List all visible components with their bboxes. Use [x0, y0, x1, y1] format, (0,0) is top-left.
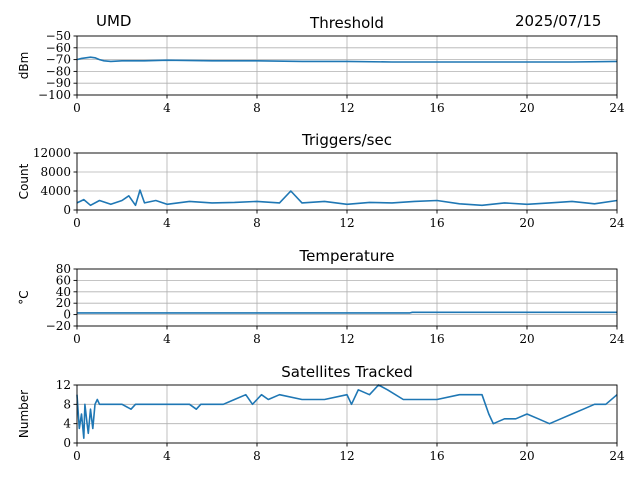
x-tick-label: 20 [519, 216, 534, 230]
x-tick-label: 12 [339, 449, 354, 463]
series-line [76, 56, 618, 63]
y-tick-label: −60 [46, 41, 71, 55]
x-tick-label: 12 [339, 101, 354, 115]
panel-3: 12 8 4 00 4 8 12 16 20 24 Satellites Tracked Number [17, 363, 625, 463]
y-tick-label: −50 [46, 29, 71, 43]
y-tick-label: 60 [56, 273, 71, 287]
y-tick-label: 20 [56, 296, 71, 310]
x-tick-label: 8 [253, 449, 261, 463]
y-tick-label: 12000 [33, 146, 71, 160]
x-tick-label: 16 [429, 332, 444, 346]
x-tick-label: 20 [519, 449, 534, 463]
x-tick-label: 8 [253, 332, 261, 346]
x-tick-label: 16 [429, 216, 444, 230]
y-axis-label: Count [17, 163, 31, 199]
y-tick-label: 8000 [40, 165, 71, 179]
x-tick-label: 24 [609, 332, 625, 346]
panel-title: Triggers/sec [301, 131, 392, 149]
x-tick-label: 12 [339, 332, 354, 346]
y-tick-label: 4 [63, 417, 71, 431]
x-tick-label: 20 [519, 332, 534, 346]
y-axis-label: °C [17, 290, 31, 304]
x-tick-label: 4 [163, 332, 171, 346]
y-tick-label: −20 [46, 319, 71, 333]
y-tick-label: −80 [46, 64, 71, 78]
x-tick-label: 8 [253, 216, 261, 230]
x-tick-label: 24 [609, 101, 625, 115]
series-line [77, 311, 617, 314]
panel-title: Temperature [298, 247, 394, 265]
x-tick-label: 16 [429, 101, 444, 115]
x-tick-label: 0 [73, 101, 81, 115]
x-tick-label: 0 [73, 449, 81, 463]
y-tick-label: −70 [46, 53, 71, 67]
series-line [76, 384, 618, 440]
y-tick-label: 0 [63, 203, 71, 217]
y-tick-label: 0 [63, 436, 71, 450]
x-tick-label: 16 [429, 449, 444, 463]
station-label: UMD [96, 12, 132, 30]
x-tick-label: 24 [609, 449, 625, 463]
panel-1: 0 4000 8000 12000 0 4 8 12 16 20 24 Triggers/sec Cou… [17, 131, 625, 230]
x-tick-label: 12 [339, 216, 354, 230]
y-tick-label: −100 [38, 88, 71, 102]
y-axis-label: dBm [17, 52, 31, 80]
x-tick-label: 8 [253, 101, 261, 115]
y-tick-label: 80 [56, 262, 71, 276]
y-tick-label: 8 [63, 397, 71, 411]
x-tick-label: 4 [163, 216, 171, 230]
y-tick-label: 12 [56, 378, 71, 392]
y-axis-label: Number [17, 390, 31, 438]
x-tick-label: 4 [163, 449, 171, 463]
panel-title: Threshold [309, 14, 384, 32]
x-tick-label: 0 [73, 332, 81, 346]
series-line [76, 189, 618, 207]
x-tick-label: 4 [163, 101, 171, 115]
x-tick-label: 24 [609, 216, 625, 230]
y-tick-label: −90 [46, 76, 71, 90]
y-tick-label: 4000 [40, 184, 71, 198]
y-tick-label: 40 [56, 285, 71, 299]
panel-title: Satellites Tracked [281, 363, 412, 381]
x-tick-label: 20 [519, 101, 534, 115]
y-tick-label: 0 [63, 308, 71, 322]
x-tick-label: 0 [73, 216, 81, 230]
date-label: 2025/07/15 [515, 12, 602, 30]
